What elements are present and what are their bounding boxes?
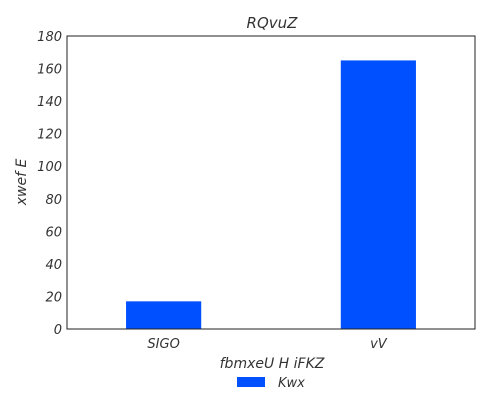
- bar-sigo: [126, 301, 202, 329]
- x-tick-label: vV: [370, 337, 388, 352]
- y-tick-label: 0: [54, 323, 62, 338]
- y-tick-label: 140: [37, 95, 62, 110]
- y-tick-label: 80: [45, 193, 62, 208]
- x-tick-label: SIGO: [147, 337, 179, 352]
- y-axis-ticks: 0 20 40 60 80 100 120 140 160 180: [37, 30, 62, 338]
- x-axis-label: fbmxeU H iFKZ: [220, 356, 325, 372]
- legend-label-kwx: Kwx: [278, 376, 305, 391]
- chart-title: RQvuZ: [247, 14, 299, 32]
- y-tick-label: 160: [37, 63, 62, 78]
- bars-layer: [126, 60, 416, 330]
- y-tick-label: 120: [37, 128, 62, 143]
- y-tick-label: 60: [45, 225, 62, 240]
- plot-frame: [66, 35, 476, 330]
- y-tick-label: 40: [45, 258, 62, 273]
- legend: Kwx: [237, 376, 305, 391]
- x-axis-ticks: SIGO vV: [147, 337, 387, 352]
- y-tick-label: 20: [45, 290, 62, 305]
- y-axis-label: xwef E: [14, 159, 30, 207]
- bar-vv: [340, 60, 416, 330]
- y-tick-label: 100: [37, 160, 62, 175]
- legend-swatch-kwx: [237, 377, 265, 387]
- y-tick-label: 180: [37, 30, 62, 45]
